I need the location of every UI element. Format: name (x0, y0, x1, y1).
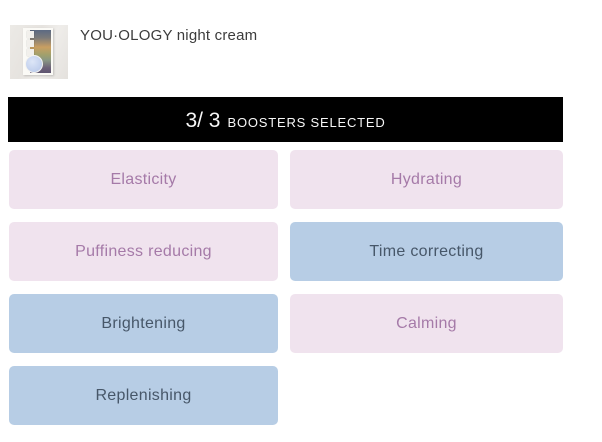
booster-button-time-correcting[interactable]: Time correcting (290, 222, 563, 281)
booster-button-replenishing[interactable]: Replenishing (9, 366, 278, 425)
booster-label: Brightening (101, 314, 186, 332)
booster-button-hydrating[interactable]: Hydrating (290, 150, 563, 209)
selection-label: BOOSTERS SELECTED (227, 115, 386, 130)
product-box-chip (27, 31, 34, 38)
booster-button-puffiness-reducing[interactable]: Puffiness reducing (9, 222, 278, 281)
booster-label: Puffiness reducing (75, 242, 212, 260)
booster-button-brightening[interactable]: Brightening (9, 294, 278, 353)
product-header: YOU·OLOGY night cream (0, 0, 602, 97)
booster-label: Elasticity (110, 170, 177, 188)
booster-button-elasticity[interactable]: Elasticity (9, 150, 278, 209)
product-box-chip (27, 40, 34, 47)
booster-grid: Elasticity Hydrating Puffiness reducing Tim… (9, 150, 563, 425)
selection-banner: 3/ 3 BOOSTERS SELECTED (8, 97, 563, 142)
product-jar-lid (25, 55, 43, 73)
booster-label: Calming (396, 314, 457, 332)
product-box-image (23, 28, 53, 75)
product-box-chip (27, 49, 34, 56)
booster-label: Hydrating (390, 170, 463, 188)
booster-label: Replenishing (95, 386, 192, 404)
product-title: YOU·OLOGY night cream (80, 27, 258, 44)
booster-button-calming[interactable]: Calming (290, 294, 563, 353)
product-thumbnail (10, 25, 68, 79)
booster-label: Time correcting (369, 242, 484, 260)
selection-count: 3/ 3 (185, 109, 221, 132)
